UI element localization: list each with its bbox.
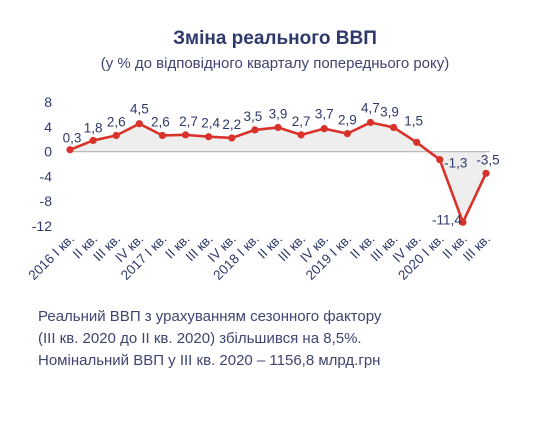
data-point (66, 146, 74, 154)
data-label: 2,4 (201, 116, 220, 131)
data-point (459, 218, 467, 226)
line-chart: 840-4-8-120,31,8 2,64,52,6 2,7 2,4 2,23,5 3,9… (25, 94, 499, 283)
y-tick-label: -4 (40, 168, 53, 184)
data-point (482, 169, 490, 177)
data-label: 2,6 (151, 114, 170, 129)
data-label: -11,4 (432, 212, 462, 227)
data-label: 1,5 (404, 113, 423, 128)
y-tick-label: -12 (32, 218, 52, 234)
data-point (274, 123, 282, 132)
data-label: 2,9 (338, 113, 357, 128)
area-fill (70, 122, 486, 223)
chart-title: Зміна реального ВВП (173, 28, 377, 49)
data-point (413, 138, 421, 146)
data-point (366, 118, 375, 127)
data-point (251, 126, 259, 134)
data-label: 0,3 (63, 131, 82, 146)
data-label: -1,3 (444, 156, 467, 171)
data-label: 3,9 (380, 104, 399, 119)
data-point (112, 131, 120, 140)
note-line-2: (ІІІ кв. 2020 до ІІ кв. 2020) збільшився… (38, 330, 362, 347)
y-tick-label: 4 (44, 119, 52, 135)
notes-block: Реальний ВВП з урахуванням сезонного фак… (38, 306, 538, 372)
data-label: 1,8 (84, 120, 103, 135)
data-label: 2,7 (292, 114, 311, 129)
note-line-1: Реальний ВВП з урахуванням сезонного фак… (38, 308, 382, 325)
data-label: 2,6 (107, 114, 126, 129)
chart-subtitle: (у % до відповідного кварталу попередньо… (100, 55, 450, 72)
data-point (389, 123, 398, 132)
data-point (228, 134, 236, 142)
data-label: 4,5 (130, 102, 149, 117)
data-point (297, 131, 305, 139)
data-point (135, 120, 143, 128)
data-label: 3,7 (315, 107, 334, 122)
data-label: 2,7 (179, 114, 198, 129)
data-point (181, 131, 190, 139)
data-label: 3,5 (243, 109, 262, 124)
data-label: 4,7 (361, 100, 380, 115)
data-point (205, 133, 213, 141)
data-label: 3,9 (269, 106, 288, 121)
y-tick-label: 0 (44, 144, 52, 160)
data-point (436, 156, 444, 164)
data-point (320, 125, 328, 133)
y-tick-label: 8 (44, 94, 52, 110)
x-tick-label: 2016 І кв. (25, 231, 77, 283)
note-line-3: Номінальний ВВП у ІІІ кв. 2020 – 1156,8 … (38, 352, 381, 369)
data-label: 2,2 (222, 117, 241, 132)
data-point (343, 130, 351, 138)
y-tick-label: -8 (40, 193, 53, 209)
data-label: -3,5 (476, 152, 499, 167)
data-point (158, 131, 167, 140)
data-point (89, 136, 97, 145)
x-tick-label: ІІІ кв. (460, 231, 493, 264)
